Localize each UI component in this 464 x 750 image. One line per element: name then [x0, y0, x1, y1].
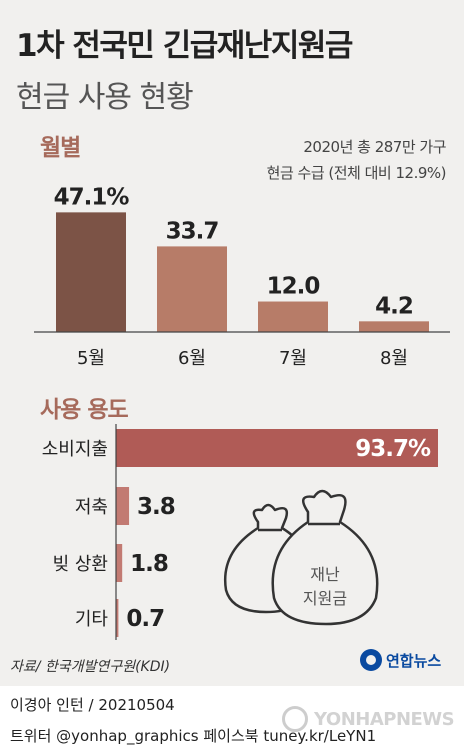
money-bag-icon: 재난 지원금 — [223, 489, 379, 626]
usage-bar-4 — [116, 599, 119, 637]
social-line: 트위터 @yonhap_graphics 페이스북 tuney.kr/LeYN1 — [10, 727, 377, 745]
subtitle: 현금 사용 현황 — [16, 80, 194, 115]
monthly-category-label: 7월 — [279, 348, 307, 369]
yonhap-logo-icon — [360, 649, 382, 671]
yonhap-logo-text: 연합뉴스 — [386, 651, 442, 670]
watermark: YONHAPNEWS — [282, 706, 455, 732]
monthly-value-label: 4.2 — [375, 293, 413, 319]
monthly-bar-chart: 47.1% 5월 33.7 6월 12.0 7월 4.2 8월 — [34, 184, 450, 369]
bag-label-line-2: 지원금 — [303, 589, 347, 608]
usage-value-label: 3.8 — [137, 494, 175, 520]
usage-bar-2 — [116, 487, 130, 525]
usage-value-label: 1.8 — [130, 551, 168, 577]
monthly-note-line-1: 2020년 총 287만 가구 — [303, 138, 446, 156]
monthly-value-label: 47.1% — [54, 184, 130, 210]
bag-label-line-1: 재난 — [310, 565, 340, 584]
usage-category-label: 기타 — [75, 609, 109, 630]
usage-bar-1 — [116, 429, 438, 467]
watermark-text: YONHAPNEWS — [314, 708, 455, 730]
usage-category-label: 빚 상환 — [53, 554, 108, 575]
monthly-category-label: 5월 — [77, 348, 105, 369]
monthly-category-label: 8월 — [380, 348, 408, 369]
watermark-logo-icon — [282, 706, 308, 732]
credit-line: 이경아 인턴 / 20210504 — [10, 696, 175, 714]
monthly-note-line-2: 현금 수급 (전체 대비 12.9%) — [266, 164, 447, 182]
monthly-value-label: 12.0 — [267, 274, 320, 300]
monthly-bar-2 — [157, 246, 227, 332]
usage-value-label: 0.7 — [126, 606, 164, 632]
usage-value-label: 93.7% — [355, 436, 431, 462]
usage-category-label: 저축 — [75, 497, 108, 518]
yonhap-logo: 연합뉴스 — [360, 649, 441, 671]
monthly-section-title: 월별 — [40, 135, 81, 161]
usage-category-label: 소비지출 — [42, 439, 108, 460]
usage-bar-chart: 소비지출 93.7% 저축 3.8 빚 상환 1.8 기타 0.7 — [42, 424, 438, 640]
monthly-bar-4 — [359, 321, 429, 332]
usage-bar-3 — [116, 544, 123, 582]
usage-section-title: 사용 용도 — [40, 397, 129, 423]
chart-canvas: 47.1% 5월 33.7 6월 12.0 7월 4.2 8월 소비지출 93.7% 저축 3.8 빚… — [34, 184, 450, 640]
monthly-value-label: 33.7 — [166, 218, 219, 244]
monthly-category-label: 6월 — [178, 348, 206, 369]
source-note: 자료/ 한국개발연구원(KDI) — [10, 659, 171, 675]
main-title: 1차 전국민 긴급재난지원금 — [16, 28, 353, 64]
monthly-bar-3 — [258, 301, 328, 332]
monthly-bar-1 — [56, 212, 126, 332]
